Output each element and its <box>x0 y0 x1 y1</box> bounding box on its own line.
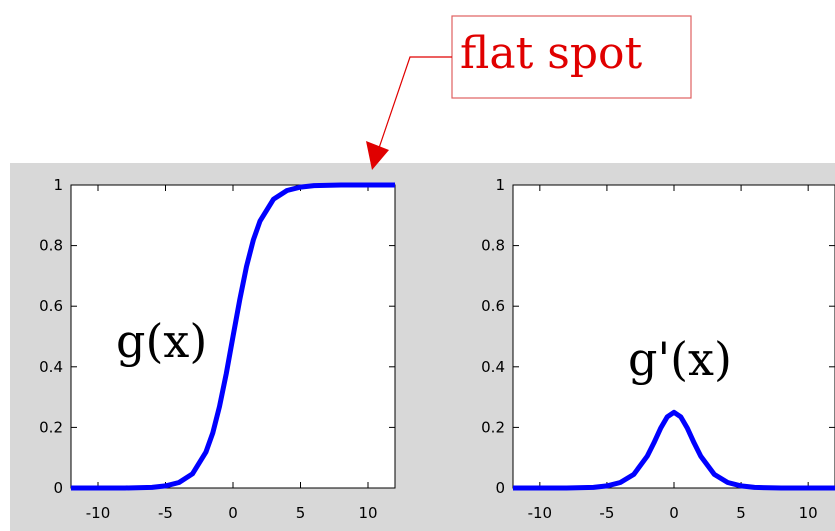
x-tick-label: 5 <box>296 504 306 522</box>
x-tick-label: -10 <box>86 504 111 522</box>
x-tick-label: -5 <box>599 504 614 522</box>
x-tick-label: 0 <box>669 504 679 522</box>
plot-g-prime: 0 0.2 0.4 0.6 0.8 1 -10 -5 0 5 10 <box>481 176 835 522</box>
x-tick-label: 5 <box>736 504 746 522</box>
y-tick-label: 1 <box>53 176 63 194</box>
y-tick-label: 0.4 <box>39 358 63 376</box>
x-tick-label: 10 <box>799 504 818 522</box>
callout-leader-line <box>378 56 452 149</box>
callout-arrowhead <box>366 141 389 170</box>
series-line <box>513 409 835 491</box>
series-line <box>71 182 395 491</box>
y-tick-label: 0.8 <box>39 237 63 255</box>
y-tick-label: 0.6 <box>39 297 63 315</box>
y-tick-label: 0.2 <box>481 418 505 436</box>
x-tick-label: 10 <box>358 504 377 522</box>
curve-label-g-prime: g'(x) <box>628 332 732 386</box>
y-tick-label: 0 <box>53 479 63 497</box>
callout-text: flat spot <box>460 28 642 79</box>
x-tick-label: -10 <box>528 504 553 522</box>
flat-spot-callout: flat spot <box>366 15 692 170</box>
y-tick-label: 0 <box>495 479 505 497</box>
y-tick-label: 0.6 <box>481 297 505 315</box>
x-tick-label: 0 <box>228 504 238 522</box>
y-tick-label: 0.4 <box>481 358 505 376</box>
plot-area <box>512 184 835 489</box>
callout-box <box>451 15 692 99</box>
y-tick-label: 1 <box>495 176 505 194</box>
plot-g: 0 0.2 0.4 0.6 0.8 1 -10 -5 0 5 10 <box>39 176 396 522</box>
y-tick-label: 0.8 <box>481 237 505 255</box>
x-tick-label: -5 <box>158 504 173 522</box>
curve-label-g: g(x) <box>116 314 207 368</box>
y-tick-label: 0.2 <box>39 418 63 436</box>
